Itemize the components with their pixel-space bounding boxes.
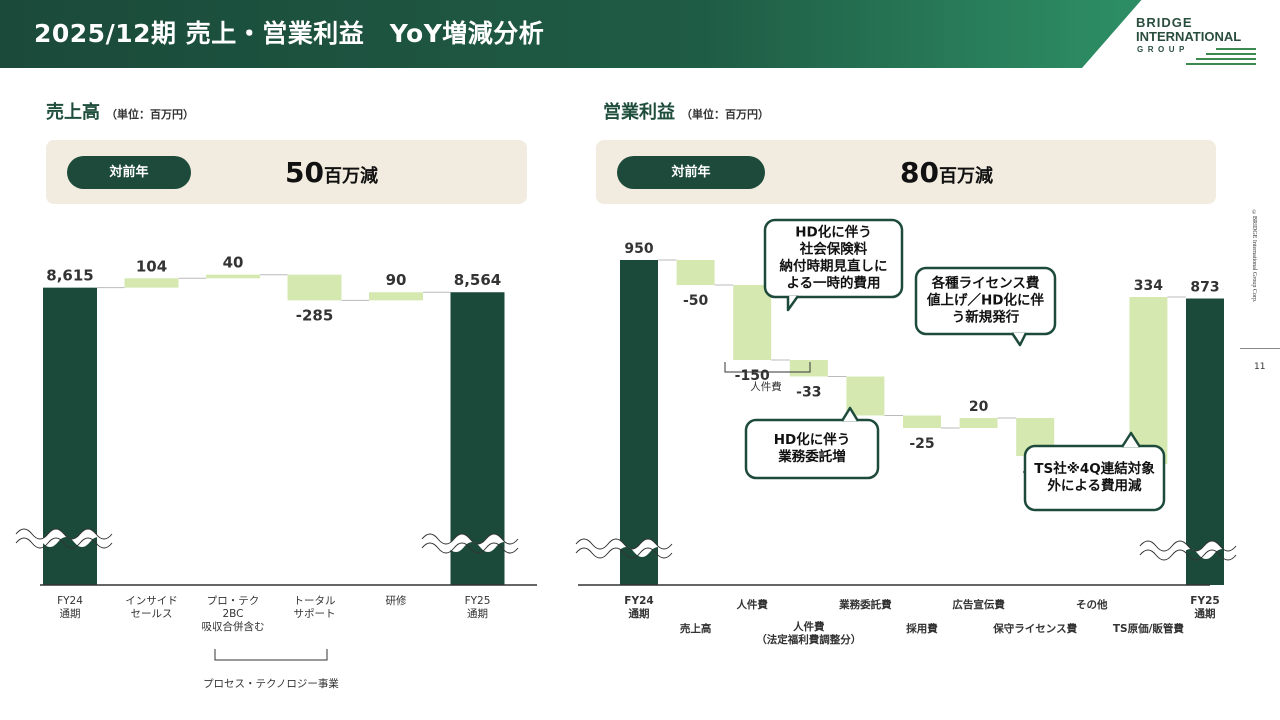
category-label-3: 人件費: [793, 620, 825, 633]
category-label-0: FY24: [57, 595, 83, 607]
axis-break-1: [1139, 540, 1246, 561]
sales-unit: （単位：百万円）: [106, 108, 194, 121]
page-title: 2025/12期 売上・営業利益 YoY増減分析: [34, 19, 545, 48]
axis-break-1: [421, 533, 528, 554]
category-label-0: 通期: [60, 608, 81, 620]
sales-yoy-pill: 対前年: [67, 156, 191, 189]
op-section-title: 営業利益 （単位：百万円）: [603, 98, 769, 124]
category-label-3: トータル: [294, 595, 336, 607]
data-label-2: 40: [223, 254, 244, 272]
axis-break-0: [15, 528, 122, 549]
category-label-3: サポート: [294, 608, 336, 620]
category-label-4: 研修: [386, 594, 407, 607]
data-label-5: -25: [909, 436, 934, 452]
bar-delta-4: [369, 292, 423, 301]
bar-delta-3: [789, 360, 828, 377]
copyright-vertical: ©BRIDGE International Group Corp.: [1251, 210, 1257, 303]
data-label-9: 334: [1134, 278, 1163, 294]
category-label-2: 吸収合併含む: [202, 620, 265, 633]
data-label-6: 20: [969, 399, 989, 415]
logo-text-international: INTERNATIONAL: [1136, 29, 1242, 44]
sales-title: 売上高: [46, 102, 100, 123]
category-label-5: 採用費: [906, 622, 938, 635]
category-label-8: その他: [1076, 598, 1108, 611]
bar-delta-2: [733, 285, 772, 360]
bar-delta-1: [676, 260, 715, 285]
bar-delta-8: [1072, 456, 1111, 464]
data-label-0: 8,615: [46, 267, 93, 285]
category-label-2: プロ・テク: [207, 595, 260, 607]
category-label-10: FY25: [1190, 595, 1219, 607]
category-label-1: 売上高: [680, 622, 712, 635]
sales-delta-number: 50: [285, 156, 324, 189]
header-bar: 2025/12期 売上・営業利益 YoY増減分析: [0, 0, 1280, 68]
bar-delta-3: [287, 274, 342, 301]
data-label-3: -33: [796, 385, 821, 401]
category-label-5: 通期: [467, 608, 488, 620]
data-label-10: 873: [1190, 280, 1219, 296]
data-label-7: -76: [1023, 464, 1048, 480]
category-label-1: インサイド: [125, 595, 178, 607]
bar-delta-5: [903, 415, 941, 428]
logo-text-bridge: BRIDGE: [1136, 15, 1193, 30]
category-label-2: 人件費: [736, 598, 768, 611]
category-label-10: 通期: [1195, 607, 1216, 620]
op-title: 営業利益: [603, 102, 675, 123]
sales-delta-unit: 百万減: [323, 166, 378, 187]
bracket-label-personnel: 人件費: [750, 380, 782, 393]
sales-section-title: 売上高 （単位：百万円）: [46, 98, 194, 124]
category-label-7: 保守ライセンス費: [992, 622, 1077, 635]
category-label-2: 2BC: [222, 608, 243, 620]
data-label-4: -78: [853, 424, 878, 440]
axis-break-0: [575, 538, 682, 559]
op-delta-number: 80: [900, 156, 939, 189]
data-label-0: 950: [624, 241, 653, 257]
op-yoy-pill: 対前年: [617, 156, 765, 189]
bar-total-0: [620, 260, 658, 585]
data-label-1: -50: [683, 293, 709, 309]
data-label-5: 8,564: [454, 271, 501, 289]
logo-stripes-icon: [1186, 48, 1256, 65]
side-divider: [1240, 348, 1280, 349]
category-label-0: 通期: [629, 607, 650, 620]
op-waterfall-chart: 950FY24通期-50売上高-150人件費-33人件費（法定福利費調整分）-7…: [575, 241, 1246, 646]
category-label-1: セールス: [131, 608, 173, 620]
op-unit: （単位：百万円）: [681, 108, 769, 121]
category-label-9: TS原価/販管費: [1113, 622, 1185, 635]
bar-delta-4: [846, 376, 885, 416]
bar-delta-2: [206, 274, 260, 279]
sales-delta: 50百万減: [285, 156, 378, 189]
category-label-6: 広告宣伝費: [952, 598, 1005, 611]
bar-delta-6: [959, 418, 998, 428]
bracket-process-tech: [214, 649, 328, 661]
op-delta: 80百万減: [900, 156, 993, 189]
bar-delta-7: [1016, 418, 1055, 456]
data-label-1: 104: [136, 257, 167, 275]
bar-delta-1: [124, 278, 179, 288]
bracket-label-process-tech: プロセス・テクノロジー事業: [203, 677, 339, 690]
data-label-8: -16: [1079, 472, 1104, 488]
bar-delta-9: [1129, 297, 1168, 464]
logo-text-group: GROUP: [1137, 45, 1189, 54]
bracket-personnel: [724, 362, 811, 373]
category-label-4: 業務委託費: [838, 598, 892, 611]
page-number: 11: [1254, 362, 1266, 372]
category-label-3: （法定福利費調整分）: [756, 633, 861, 646]
op-delta-unit: 百万減: [938, 166, 993, 187]
category-label-0: FY24: [624, 595, 653, 607]
bar-total-10: [1186, 298, 1224, 585]
category-label-5: FY25: [465, 595, 491, 607]
sales-waterfall-chart: 8,615FY24通期104インサイドセールス40プロ・テク2BC吸収合併含む-…: [15, 254, 537, 690]
data-label-3: -285: [296, 306, 334, 324]
data-label-4: 90: [386, 271, 407, 289]
